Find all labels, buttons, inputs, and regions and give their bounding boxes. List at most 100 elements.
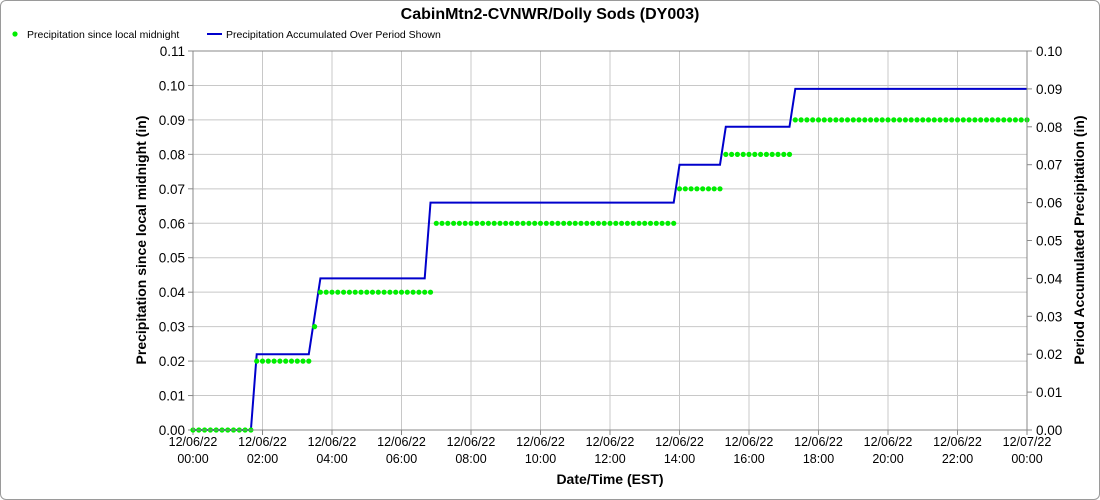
- point-precip-since-midnight: [422, 289, 428, 295]
- y-right-tick-label: 0.01: [1036, 385, 1062, 400]
- point-precip-since-midnight: [931, 117, 937, 123]
- point-precip-since-midnight: [341, 289, 347, 295]
- point-precip-since-midnight: [254, 358, 260, 364]
- point-precip-since-midnight: [897, 117, 903, 123]
- point-precip-since-midnight: [387, 289, 393, 295]
- point-precip-since-midnight: [885, 117, 891, 123]
- point-precip-since-midnight: [480, 220, 486, 226]
- point-precip-since-midnight: [792, 117, 798, 123]
- line-period-accumulated: [193, 87, 1027, 431]
- series-period-accumulated: [193, 87, 1027, 431]
- point-precip-since-midnight: [943, 117, 949, 123]
- point-precip-since-midnight: [711, 186, 717, 192]
- point-precip-since-midnight: [1018, 117, 1024, 123]
- y-right-tick-label: 0.00: [1036, 423, 1062, 438]
- x-tick-time: 00:00: [177, 452, 208, 466]
- y-left-tick-label: 0.04: [159, 285, 186, 300]
- point-precip-since-midnight: [271, 358, 277, 364]
- point-precip-since-midnight: [497, 220, 503, 226]
- point-precip-since-midnight: [474, 220, 480, 226]
- x-tick-time: 02:00: [247, 452, 278, 466]
- x-tick-date: 12/06/22: [933, 435, 982, 449]
- x-tick-date: 12/06/22: [447, 435, 496, 449]
- legend-label-precip-since-midnight: Precipitation since local midnight: [27, 29, 179, 41]
- point-precip-since-midnight: [844, 117, 851, 123]
- point-precip-since-midnight: [700, 186, 706, 192]
- point-precip-since-midnight: [995, 117, 1001, 123]
- point-precip-since-midnight: [323, 289, 329, 295]
- point-precip-since-midnight: [317, 289, 323, 295]
- point-precip-since-midnight: [300, 358, 306, 364]
- point-precip-since-midnight: [653, 220, 659, 226]
- point-precip-since-midnight: [983, 117, 990, 123]
- point-precip-since-midnight: [520, 220, 526, 226]
- x-tick-time: 10:00: [525, 452, 556, 466]
- point-precip-since-midnight: [503, 220, 509, 226]
- point-precip-since-midnight: [439, 220, 445, 226]
- point-precip-since-midnight: [375, 289, 381, 295]
- point-precip-since-midnight: [821, 117, 827, 123]
- x-tick-date: 12/06/22: [308, 435, 357, 449]
- point-precip-since-midnight: [914, 117, 920, 123]
- point-precip-since-midnight: [966, 117, 972, 123]
- point-precip-since-midnight: [619, 220, 625, 226]
- x-tick-time: 08:00: [455, 452, 486, 466]
- point-precip-since-midnight: [1007, 117, 1013, 123]
- y-left-tick-label: 0.11: [160, 44, 185, 59]
- point-precip-since-midnight: [740, 151, 746, 157]
- x-tick-time: 12:00: [594, 452, 625, 466]
- y-left-tick-label: 0.07: [159, 182, 185, 197]
- point-precip-since-midnight: [306, 358, 312, 364]
- point-precip-since-midnight: [329, 289, 335, 295]
- point-precip-since-midnight: [729, 151, 735, 157]
- x-tick-time: 18:00: [803, 452, 834, 466]
- legend: Precipitation since local midnight Preci…: [12, 29, 441, 41]
- point-precip-since-midnight: [404, 289, 410, 295]
- point-precip-since-midnight: [526, 220, 532, 226]
- y-left-tick-label: 0.03: [159, 320, 185, 335]
- point-precip-since-midnight: [346, 289, 352, 295]
- point-precip-since-midnight: [491, 220, 497, 226]
- point-precip-since-midnight: [456, 220, 462, 226]
- point-precip-since-midnight: [393, 289, 399, 295]
- point-precip-since-midnight: [508, 220, 515, 226]
- point-precip-since-midnight: [810, 117, 816, 123]
- point-precip-since-midnight: [734, 151, 741, 157]
- point-precip-since-midnight: [879, 117, 885, 123]
- point-precip-since-midnight: [294, 358, 300, 364]
- point-precip-since-midnight: [283, 358, 289, 364]
- point-precip-since-midnight: [775, 151, 781, 157]
- y-left-tick-label: 0.02: [159, 354, 185, 369]
- point-precip-since-midnight: [949, 117, 955, 123]
- point-precip-since-midnight: [335, 289, 341, 295]
- point-precip-since-midnight: [514, 220, 520, 226]
- point-precip-since-midnight: [989, 117, 995, 123]
- point-precip-since-midnight: [694, 186, 700, 192]
- point-precip-since-midnight: [873, 117, 880, 123]
- point-precip-since-midnight: [630, 220, 636, 226]
- point-precip-since-midnight: [277, 358, 283, 364]
- point-precip-since-midnight: [398, 289, 405, 295]
- x-axis-ticks: 12/06/22 00:00 12/06/22 02:00 12/06/22 04:00 1…: [169, 430, 1051, 466]
- point-precip-since-midnight: [572, 220, 578, 226]
- point-precip-since-midnight: [769, 151, 775, 157]
- y-axis-left-ticks: 0.00 0.01 0.02 0.03 0.04 0.05 0.06 0.07 0.08 0.09…: [159, 44, 193, 438]
- point-precip-since-midnight: [746, 151, 752, 157]
- point-precip-since-midnight: [815, 117, 822, 123]
- y-right-tick-label: 0.04: [1036, 271, 1063, 286]
- point-precip-since-midnight: [659, 220, 665, 226]
- y-right-tick-label: 0.10: [1036, 44, 1062, 59]
- point-precip-since-midnight: [537, 220, 544, 226]
- point-precip-since-midnight: [925, 117, 932, 123]
- point-precip-since-midnight: [908, 117, 914, 123]
- y-right-tick-label: 0.02: [1036, 347, 1062, 362]
- x-tick-time: 14:00: [664, 452, 695, 466]
- y-left-tick-label: 0.01: [159, 389, 185, 404]
- point-precip-since-midnight: [590, 220, 596, 226]
- x-tick-date: 12/06/22: [586, 435, 635, 449]
- point-precip-since-midnight: [358, 289, 364, 295]
- x-tick-date: 12/06/22: [377, 435, 426, 449]
- legend-marker-precip-since-midnight: [12, 31, 18, 37]
